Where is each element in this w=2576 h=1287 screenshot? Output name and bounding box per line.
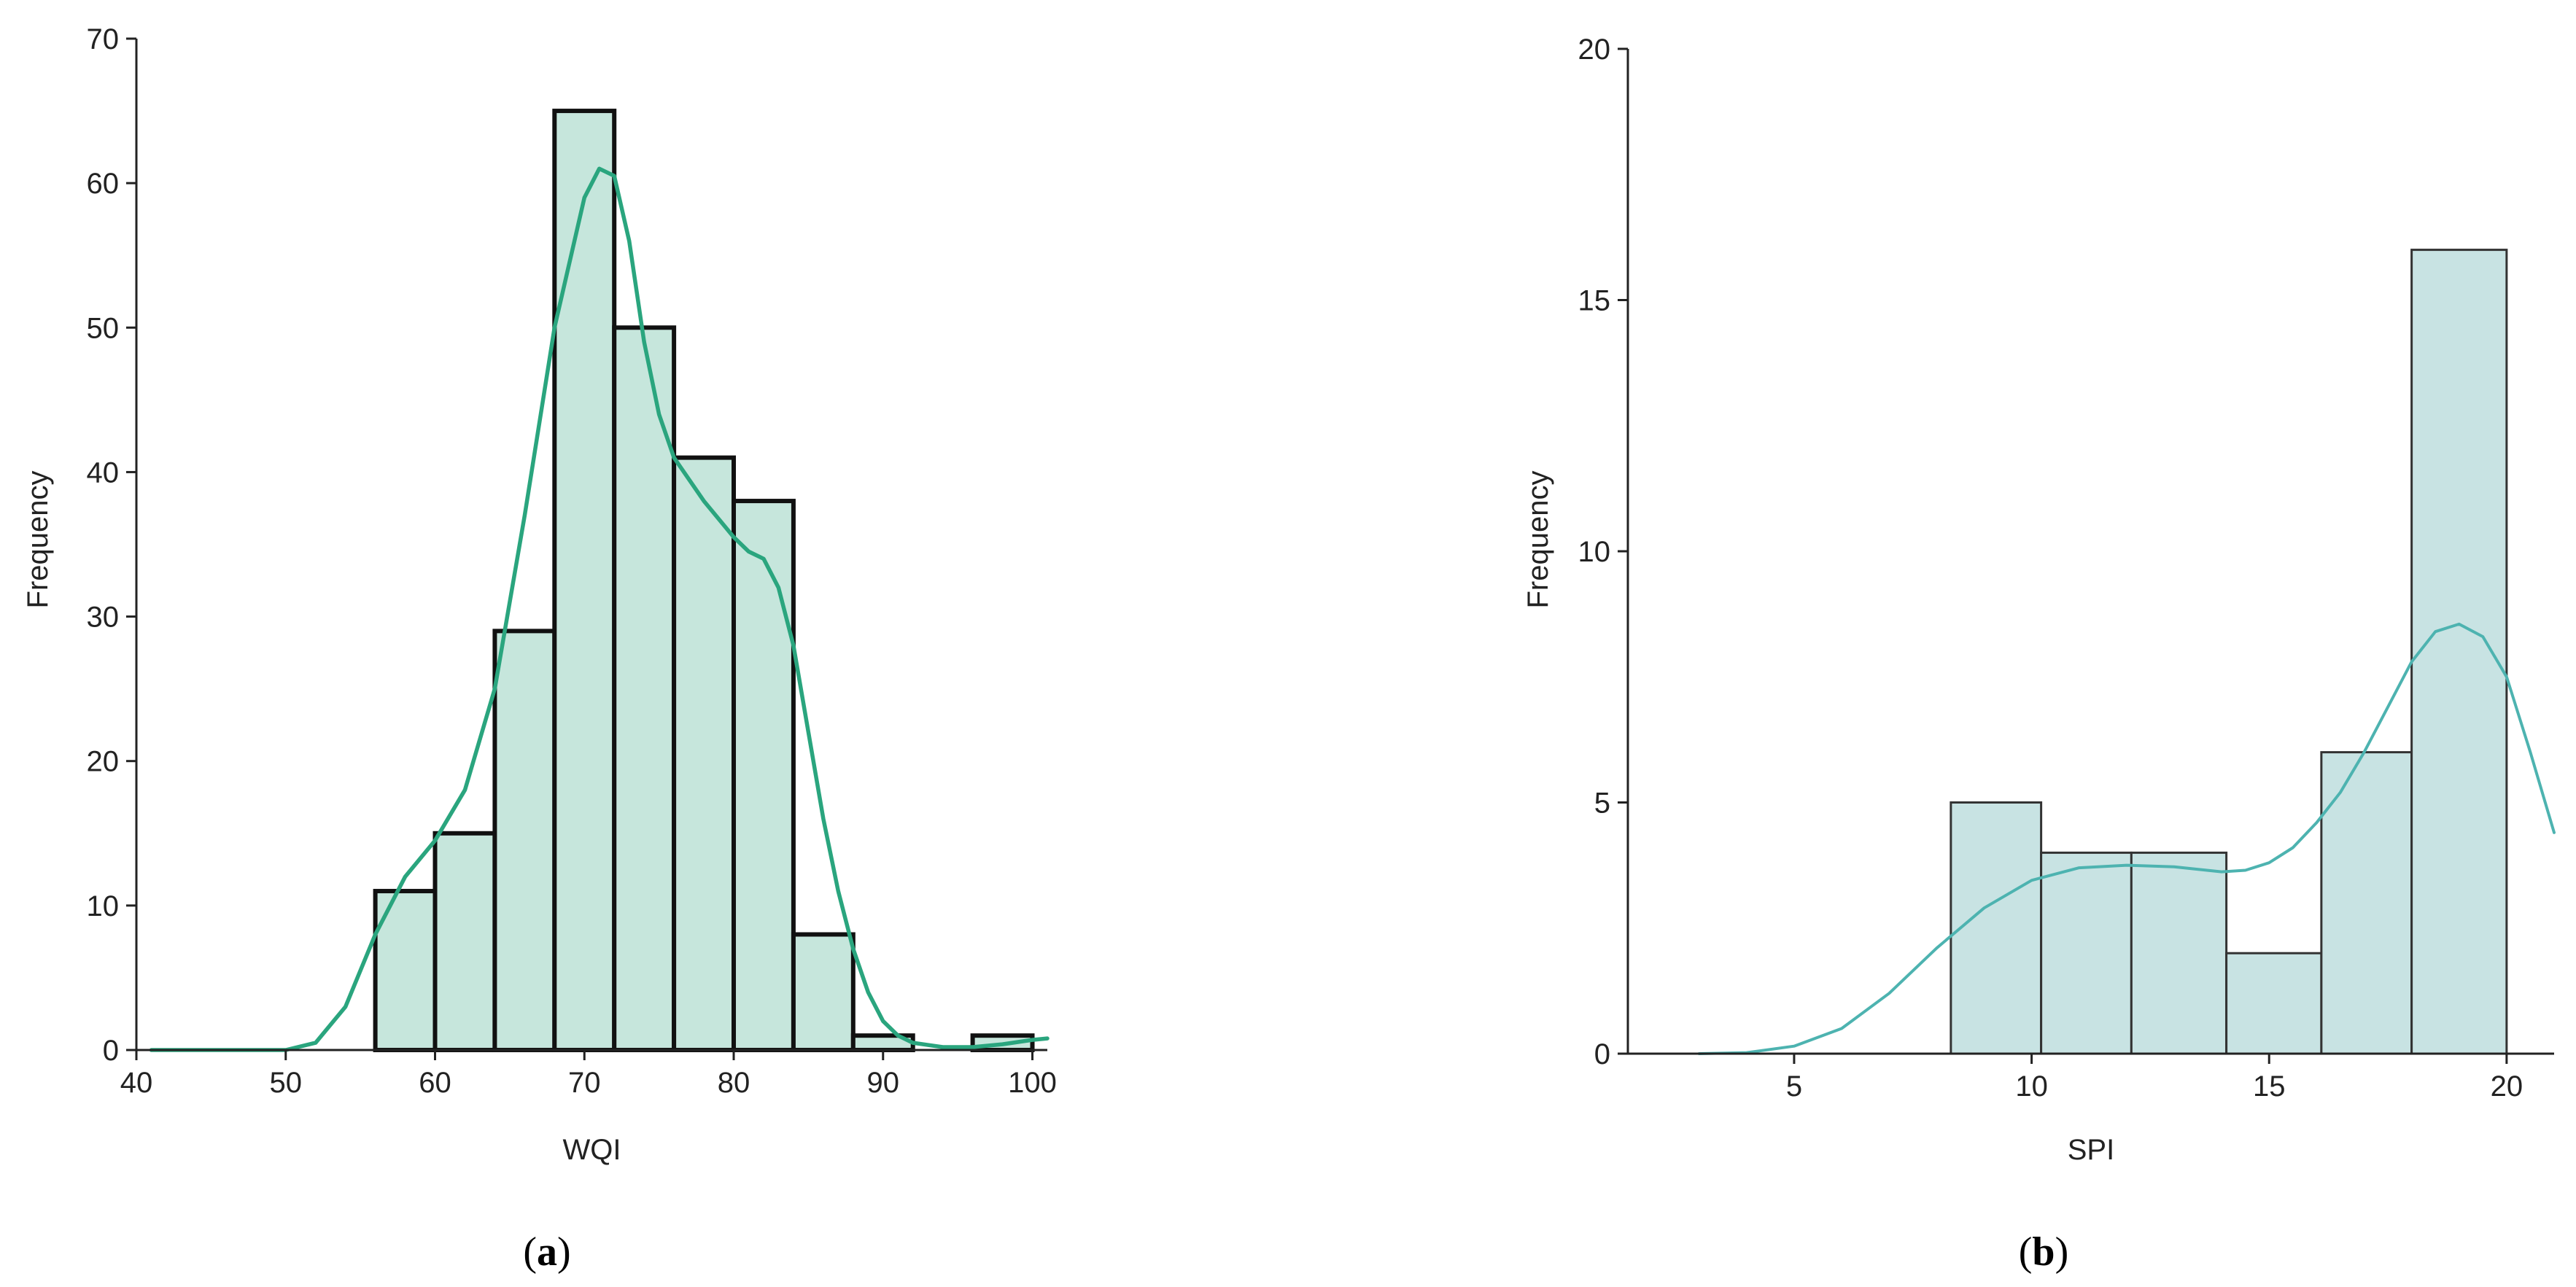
panel-a-bar-8 — [791, 932, 856, 1052]
panel-b-bar-4 — [2225, 952, 2323, 1055]
panel-a-label-close-paren: ) — [557, 1229, 571, 1275]
panel-b-y-tick-label-5: 5 — [1594, 788, 1610, 820]
panel-a-x-tick-label-80: 80 — [718, 1067, 750, 1099]
panel-a-kde-curve — [149, 166, 1050, 1052]
panel-a-bar-6 — [672, 455, 737, 1052]
panel-a-label: (a) — [523, 1229, 570, 1275]
panel-a-y-tick-label-50: 50 — [87, 312, 120, 344]
panel-a-y-tick-label-60: 60 — [87, 168, 120, 200]
panel-b-x-tick-label-15: 15 — [2253, 1070, 2286, 1103]
panel-a-bar-3 — [492, 629, 557, 1052]
panel-b-bar-3 — [2130, 851, 2228, 1055]
panel-b-y-tick-label-10: 10 — [1578, 536, 1611, 568]
panel-b-y-tick-label-20: 20 — [1578, 34, 1611, 66]
panel-b-label-close-paren: ) — [2055, 1229, 2069, 1275]
panel-b-x-tick-label-10: 10 — [2015, 1070, 2048, 1103]
panel-b-y-tick-label-0: 0 — [1594, 1038, 1610, 1070]
panel-a-label-open-paren: ( — [523, 1229, 537, 1275]
panel-b-bar-5 — [2320, 751, 2413, 1055]
panel-a-x-tick-label-90: 90 — [867, 1067, 900, 1099]
panel-b-kde-curve — [1697, 622, 2556, 1055]
panel-a-y-axis-title: Frequency — [22, 471, 54, 609]
panel-a-y-tick-label-30: 30 — [87, 602, 120, 634]
panel-a-y-tick-label-0: 0 — [103, 1035, 119, 1067]
panel-b-spi-histogram: 5 10 15 20 0 5 10 15 20 SPI Frequency (b) — [1522, 34, 2556, 1275]
panel-a-y-tick-label-40: 40 — [87, 456, 120, 489]
panel-b-label: (b) — [2019, 1229, 2068, 1275]
panel-b-x-axis-title: SPI — [2068, 1134, 2114, 1166]
panel-b-y-axis-title: Frequency — [1522, 471, 1554, 609]
panel-b-y-tick-label-15: 15 — [1578, 285, 1611, 317]
panel-b-label-letter: b — [2032, 1229, 2055, 1275]
panel-a-x-tick-label-70: 70 — [568, 1067, 601, 1099]
panel-b-bar-2 — [2040, 851, 2133, 1055]
panel-a-x-axis-title: WQI — [563, 1134, 621, 1166]
panel-a-bar-4 — [552, 109, 617, 1053]
panel-a-x-tick-label-40: 40 — [120, 1067, 153, 1099]
panel-a-label-letter: a — [537, 1229, 557, 1275]
panel-a-wqi-histogram: 40 50 60 70 80 90 100 0 10 20 30 40 50 60 70 WQI Frequen… — [22, 23, 1057, 1275]
panel-b-bar-1 — [1950, 801, 2043, 1055]
panel-a-bar-7 — [732, 499, 796, 1052]
panel-a-y-tick-label-70: 70 — [87, 23, 120, 55]
panel-a-y-tick-label-20: 20 — [87, 746, 120, 778]
panel-a-x-tick-label-50: 50 — [270, 1067, 303, 1099]
panel-a-y-tick-label-10: 10 — [87, 890, 120, 922]
panel-b-x-tick-label-5: 5 — [1786, 1070, 1802, 1103]
panel-a-x-tick-label-60: 60 — [419, 1067, 451, 1099]
panel-b-label-open-paren: ( — [2019, 1229, 2033, 1275]
panel-a-x-tick-label-100: 100 — [1008, 1067, 1057, 1099]
panel-a-bar-2 — [432, 831, 497, 1053]
panel-b-x-tick-label-20: 20 — [2491, 1070, 2523, 1103]
